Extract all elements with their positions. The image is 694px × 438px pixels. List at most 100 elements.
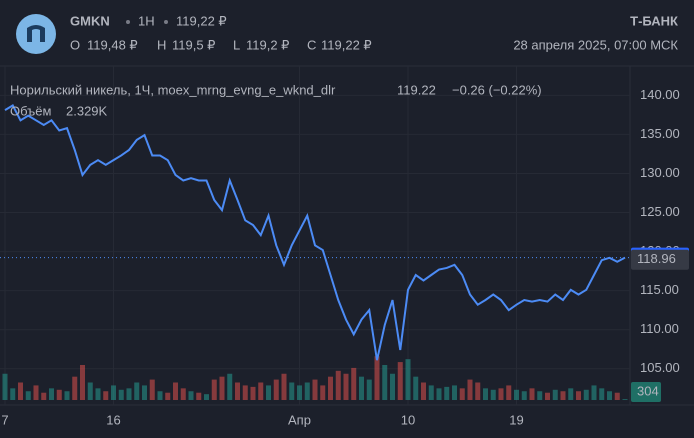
volume-bar	[25, 391, 31, 400]
volume-bar	[111, 385, 116, 400]
brand: Т‑БАНК	[630, 13, 678, 28]
volume-bar	[242, 385, 248, 400]
volume-bar	[552, 389, 558, 400]
volume-bar	[266, 385, 271, 400]
interval: 1H	[138, 13, 155, 28]
volume-bar	[80, 365, 85, 400]
ohlc-key: O	[70, 37, 80, 52]
volume-bar	[72, 376, 78, 400]
volume-bar	[297, 385, 302, 400]
legend-change: −0.26 (−0.22%)	[452, 82, 542, 97]
volume-bar	[95, 388, 101, 400]
volume-bar	[374, 356, 380, 400]
volume-bar	[10, 388, 16, 400]
volume-bar	[467, 379, 473, 400]
x-tick-label: 7	[1, 412, 8, 427]
volume-bar	[41, 392, 47, 400]
ohlc-value: 119,22 ₽	[321, 37, 372, 52]
ohlc-key: L	[233, 37, 240, 52]
volume-bar	[614, 392, 620, 400]
volume-bar	[545, 392, 550, 400]
logo	[16, 14, 56, 54]
volume-bar	[142, 385, 147, 400]
y-tick-label: 125.00	[640, 204, 680, 219]
volume-bar	[521, 391, 527, 400]
volume-bar	[436, 388, 442, 400]
legend-name: Норильский никель, 1Ч, moex_mrng_evng_e_…	[10, 82, 336, 97]
legend-volume-name: Объём	[10, 103, 51, 118]
logo-icon	[27, 25, 45, 42]
volume-bar	[320, 385, 326, 400]
volume-marker	[631, 382, 661, 402]
volume-bar	[560, 391, 566, 400]
volume-bar	[188, 391, 194, 400]
volume-bar	[490, 389, 496, 400]
volume-bar	[204, 394, 209, 400]
y-tick-label: 140.00	[640, 87, 680, 102]
volume-bar	[173, 382, 178, 400]
volume-bar	[405, 359, 411, 400]
y-tick-label: 105.00	[640, 360, 680, 375]
volume-bar	[118, 389, 124, 400]
y-tick-label: 115.00	[640, 282, 679, 297]
volume-bar	[49, 388, 54, 400]
ohlc-value: 119,5 ₽	[172, 37, 215, 52]
volume-bar	[591, 385, 597, 400]
volume-bar	[421, 382, 426, 400]
volume-bar	[483, 388, 488, 400]
volume-bar	[537, 391, 543, 400]
x-tick-label: 10	[401, 412, 415, 427]
volume-bar	[18, 382, 23, 400]
volume-marker-label: 304	[637, 383, 659, 398]
volume-bar	[607, 391, 612, 400]
volume-bar	[64, 391, 70, 400]
volume-bar	[498, 388, 504, 400]
x-tick-label: 16	[106, 412, 120, 427]
volume-bar	[390, 373, 395, 400]
volume-bar	[211, 379, 217, 400]
volume-bar	[335, 370, 341, 400]
volume-bar	[126, 388, 132, 400]
x-tick-label: Апр	[288, 412, 311, 427]
volume-bar	[452, 385, 457, 400]
volume-bar	[459, 388, 465, 400]
ticker: GMKN	[70, 13, 110, 28]
volume-bar	[475, 382, 481, 400]
volume-bar	[235, 382, 240, 400]
volume-bar	[87, 382, 93, 400]
dot	[164, 20, 168, 24]
volume-bar	[33, 385, 39, 400]
ohlc-key: C	[307, 37, 316, 52]
volume-bar	[366, 379, 372, 400]
volume-bar	[157, 391, 163, 400]
date: 28 апреля 2025, 07:00 МСК	[513, 37, 678, 52]
volume-bar	[258, 382, 264, 400]
volume-bar	[529, 388, 535, 400]
volume-bar	[227, 373, 233, 400]
volume-bar	[599, 388, 605, 400]
volume-bar	[289, 382, 295, 400]
volume-bar	[359, 376, 364, 400]
y-tick-label: 130.00	[640, 165, 680, 180]
volume-bar	[165, 392, 171, 400]
volume-bar	[180, 388, 186, 400]
volume-bar	[343, 373, 349, 400]
volume-bar	[250, 386, 256, 400]
volume-bar	[444, 386, 450, 400]
volume-bar	[514, 389, 519, 400]
ohlc-value: 119,2 ₽	[246, 37, 289, 52]
legend-volume-value: 2.329K	[66, 103, 108, 118]
legend-last: 119.22	[397, 82, 436, 97]
volume-bar	[622, 399, 628, 400]
price-marker-label: 118.96	[637, 251, 676, 266]
y-tick-label: 110.00	[640, 321, 679, 336]
volume-bar	[428, 385, 434, 400]
volume-bar	[103, 391, 109, 400]
ohlc-key: H	[157, 37, 166, 52]
volume-bar	[382, 365, 388, 400]
volume-bar	[506, 385, 512, 400]
volume-bar	[312, 379, 318, 400]
price-line	[4, 104, 626, 361]
